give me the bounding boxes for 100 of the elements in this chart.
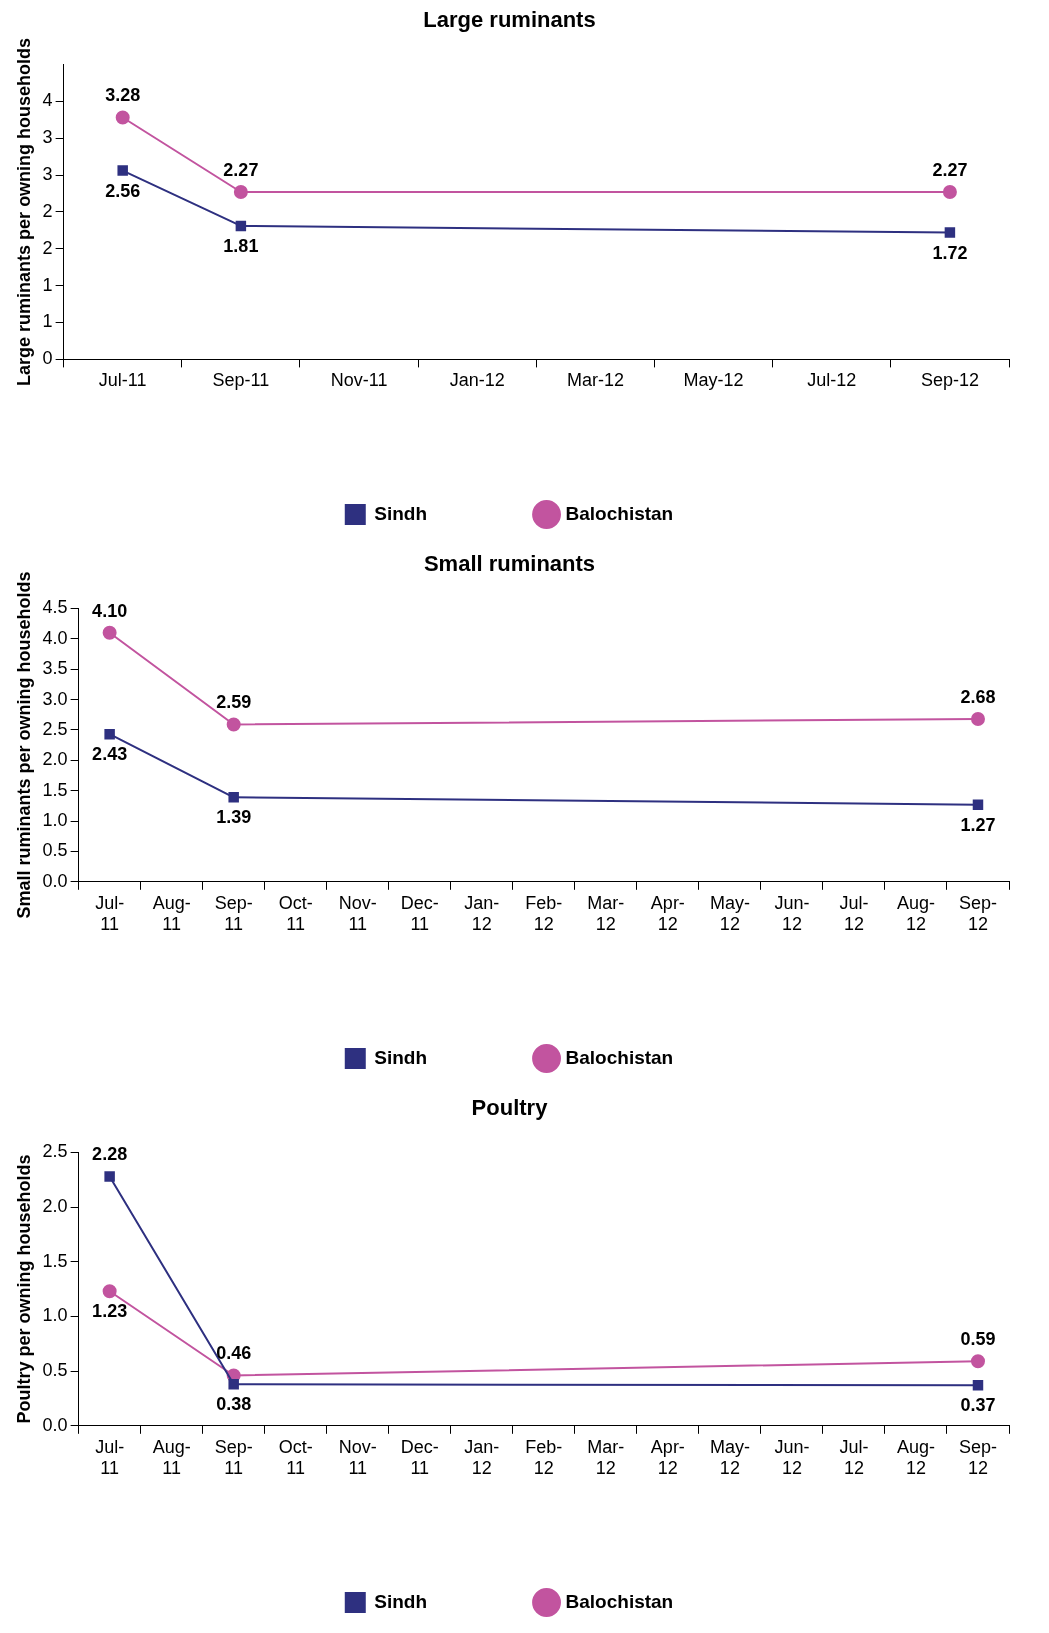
y-tick-label: 3 xyxy=(42,127,53,148)
x-tick-label: Nov-11 xyxy=(338,1436,377,1479)
data-label: 1.72 xyxy=(932,242,968,263)
point xyxy=(233,184,248,199)
x-tick-label: Sep-12 xyxy=(920,370,979,391)
x-tick-label: May-12 xyxy=(709,1436,750,1479)
y-tick-label: 1.0 xyxy=(42,1305,68,1326)
data-label: 0.59 xyxy=(960,1329,996,1350)
y-tick-label: 1.5 xyxy=(42,779,68,800)
x-tick-label: Mar-12 xyxy=(566,370,624,391)
x-tick-label: Jan-12 xyxy=(449,370,505,391)
point xyxy=(117,165,128,176)
data-label: 2.43 xyxy=(92,744,128,765)
point xyxy=(228,792,239,803)
x-tick-label: Jul-11 xyxy=(95,892,125,935)
x-tick-label: Nov-11 xyxy=(338,892,377,935)
data-label: 1.27 xyxy=(960,814,996,835)
point xyxy=(115,110,130,125)
point xyxy=(972,799,984,810)
x-tick-label: Jun-12 xyxy=(774,892,810,935)
x-tick-label: Dec-11 xyxy=(400,892,439,935)
y-tick-label: 2.5 xyxy=(42,718,68,739)
y-tick-label: 0 xyxy=(42,348,53,369)
x-tick-label: Nov-11 xyxy=(330,370,388,391)
point xyxy=(942,184,957,199)
legend-label: Sindh xyxy=(374,502,428,524)
y-tick-label: 3 xyxy=(42,163,53,184)
x-tick-label: Aug-11 xyxy=(152,892,191,935)
point xyxy=(235,220,247,232)
point xyxy=(226,717,241,732)
x-tick-label: Jul-12 xyxy=(839,892,869,935)
point xyxy=(944,227,956,238)
y-tick-label: 2 xyxy=(42,200,53,221)
x-tick-label: Jan-12 xyxy=(464,1436,500,1479)
data-label: 2.27 xyxy=(223,159,259,180)
legend-label: Sindh xyxy=(374,1046,428,1068)
data-label: 0.38 xyxy=(216,1394,252,1415)
point xyxy=(102,1284,117,1299)
x-tick-label: May-12 xyxy=(683,370,744,391)
y-tick-label: 1 xyxy=(42,311,53,332)
y-tick-label: 0.0 xyxy=(42,1414,68,1435)
x-tick-label: Sep-11 xyxy=(214,1436,253,1479)
x-tick-label: Jan-12 xyxy=(464,892,500,935)
y-tick-label: 2 xyxy=(42,237,53,258)
chart-title: Small ruminants xyxy=(423,551,596,577)
data-label: 0.37 xyxy=(960,1395,996,1416)
x-tick-label: Jul-11 xyxy=(95,1436,125,1479)
x-tick-label: Apr-12 xyxy=(650,1436,685,1479)
y-tick-label: 3.5 xyxy=(42,658,68,679)
x-tick-label: Oct-11 xyxy=(278,892,313,935)
y-tick-label: 3.0 xyxy=(42,688,68,709)
legend-label: Balochistan xyxy=(565,502,674,524)
x-tick-label: Jul-11 xyxy=(98,370,147,391)
x-tick-label: Dec-11 xyxy=(400,1436,439,1479)
data-label: 2.56 xyxy=(105,180,141,201)
data-label: 3.28 xyxy=(105,85,141,106)
point xyxy=(228,1379,239,1390)
x-tick-label: Feb-12 xyxy=(525,892,563,935)
chart-title: Poultry xyxy=(471,1095,549,1121)
x-tick-label: Mar-12 xyxy=(587,892,625,935)
y-tick-label: 1 xyxy=(42,274,53,295)
point xyxy=(104,728,115,740)
data-label: 2.28 xyxy=(92,1144,128,1165)
point xyxy=(102,625,117,640)
x-tick-label: Oct-11 xyxy=(278,1436,313,1479)
data-label: 4.10 xyxy=(92,600,128,621)
x-tick-label: Aug-11 xyxy=(152,1436,191,1479)
data-label: 1.23 xyxy=(92,1301,128,1322)
legend-label: Balochistan xyxy=(565,1590,674,1612)
x-tick-label: Jun-12 xyxy=(774,1436,810,1479)
y-tick-label: 2.0 xyxy=(42,749,68,770)
y-tick-label: 0.5 xyxy=(42,840,68,861)
data-label: 2.68 xyxy=(960,686,996,707)
y-tick-label: 4 xyxy=(42,90,53,111)
data-label: 2.27 xyxy=(932,159,968,180)
x-tick-label: Apr-12 xyxy=(650,892,685,935)
chart-title: Large ruminants xyxy=(423,7,596,33)
x-tick-label: Aug-12 xyxy=(896,892,935,935)
point xyxy=(972,1380,984,1391)
y-tick-label: 2.5 xyxy=(42,1141,68,1162)
x-tick-label: Sep-11 xyxy=(214,892,253,935)
y-axis-title: Small ruminants per owning households xyxy=(13,571,34,919)
y-tick-label: 2.0 xyxy=(42,1196,68,1217)
y-tick-label: 4.5 xyxy=(42,597,68,618)
data-label: 2.59 xyxy=(216,692,252,713)
point xyxy=(970,1354,985,1369)
y-tick-label: 0.5 xyxy=(42,1360,68,1381)
y-tick-label: 0.0 xyxy=(42,870,68,891)
point xyxy=(970,711,985,726)
x-tick-label: May-12 xyxy=(709,892,750,935)
x-tick-label: Aug-12 xyxy=(896,1436,935,1479)
x-tick-label: Mar-12 xyxy=(587,1436,625,1479)
y-axis-title: Poultry per owning households xyxy=(13,1154,34,1424)
x-tick-label: Jul-12 xyxy=(807,370,857,391)
x-tick-label: Sep-12 xyxy=(958,892,997,935)
data-label: 0.46 xyxy=(216,1343,252,1364)
y-tick-label: 1.0 xyxy=(42,810,68,831)
legend-label: Sindh xyxy=(374,1590,428,1612)
y-tick-label: 1.5 xyxy=(42,1250,68,1271)
x-tick-label: Feb-12 xyxy=(525,1436,563,1479)
